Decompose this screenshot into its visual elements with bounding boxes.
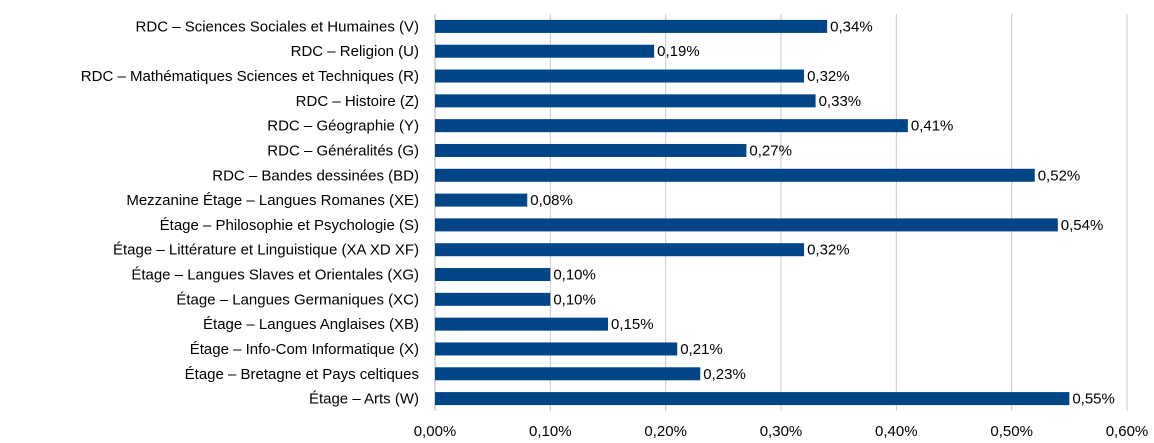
y-tick-label: Étage – Littérature et Linguistique (XA …	[113, 242, 419, 259]
y-tick-label: RDC – Généralités (G)	[267, 142, 419, 159]
value-label: 0,10%	[553, 267, 596, 284]
x-tick-label: 0,60%	[1106, 423, 1149, 440]
y-tick-label: RDC – Géographie (Y)	[267, 118, 419, 135]
value-label: 0,32%	[807, 242, 850, 259]
value-label: 0,21%	[680, 341, 723, 358]
value-label: 0,08%	[530, 192, 573, 209]
value-label: 0,10%	[553, 291, 596, 308]
y-tick-label: Étage – Langues Anglaises (XB)	[203, 316, 419, 333]
bar	[435, 243, 805, 257]
y-tick-label: RDC – Religion (U)	[291, 43, 419, 60]
value-label: 0,52%	[1038, 167, 1081, 184]
bar	[435, 69, 805, 83]
x-tick-label: 0,50%	[990, 423, 1033, 440]
value-label: 0,34%	[830, 18, 873, 35]
y-tick-label: RDC – Histoire (Z)	[296, 93, 419, 110]
value-label: 0,27%	[749, 142, 792, 159]
bar	[435, 342, 678, 356]
value-label: 0,41%	[911, 118, 954, 135]
y-tick-label: Étage – Info-Com Informatique (X)	[190, 341, 419, 358]
value-label: 0,55%	[1072, 391, 1115, 408]
x-tick-label: 0,00%	[414, 423, 457, 440]
value-label: 0,54%	[1061, 217, 1104, 234]
y-tick-label: Étage – Langues Germaniques (XC)	[176, 291, 419, 308]
bar	[435, 119, 908, 133]
bar	[435, 317, 608, 331]
bar	[435, 143, 747, 157]
bar	[435, 94, 816, 108]
y-tick-label: RDC – Mathématiques Sciences et Techniqu…	[81, 68, 419, 85]
bar	[435, 292, 551, 306]
x-tick-label: 0,30%	[760, 423, 803, 440]
x-tick-label: 0,40%	[875, 423, 918, 440]
bar	[435, 392, 1070, 406]
bar	[435, 168, 1035, 182]
bar	[435, 193, 528, 207]
value-label: 0,19%	[657, 43, 700, 60]
y-tick-label: Étage – Langues Slaves et Orientales (XG…	[131, 267, 419, 284]
bar	[435, 19, 828, 33]
bar	[435, 44, 655, 58]
y-tick-label: RDC – Sciences Sociales et Humaines (V)	[136, 18, 419, 35]
bar	[435, 218, 1058, 232]
x-tick-label: 0,20%	[644, 423, 687, 440]
y-tick-label: Mezzanine Étage – Langues Romanes (XE)	[126, 192, 419, 209]
value-label: 0,33%	[819, 93, 862, 110]
bar	[435, 367, 701, 381]
bar	[435, 268, 551, 282]
y-tick-label: Étage – Arts (W)	[309, 391, 419, 408]
x-tick-label: 0,10%	[529, 423, 572, 440]
y-tick-label: Étage – Philosophie et Psychologie (S)	[160, 217, 419, 234]
value-label: 0,15%	[611, 316, 654, 333]
value-label: 0,32%	[807, 68, 850, 85]
y-tick-label: Étage – Bretagne et Pays celtiques	[185, 366, 419, 383]
y-tick-label: RDC – Bandes dessinées (BD)	[212, 167, 419, 184]
value-label: 0,23%	[703, 366, 746, 383]
